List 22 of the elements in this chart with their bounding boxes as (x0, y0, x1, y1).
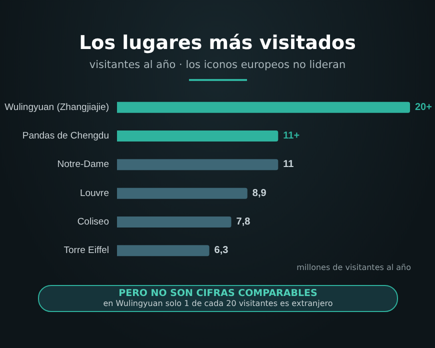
bar (117, 245, 210, 256)
y-tick-label: Notre-Dame (57, 159, 109, 170)
y-tick-label: Torre Eiffel (64, 245, 109, 256)
data-label: 11+ (283, 130, 300, 142)
y-tick-label: Coliseo (77, 216, 109, 228)
data-label: 7,8 (236, 216, 251, 228)
bar (117, 159, 278, 170)
chart-subtitle: visitantes al año · los iconos europeos no lideran (88, 59, 347, 71)
bar (117, 102, 410, 113)
y-tick-label: Louvre (80, 188, 109, 199)
data-label: 11 (283, 159, 294, 170)
bar (117, 188, 248, 199)
data-label: 8,9 (252, 188, 267, 199)
chart-title: Los lugares más visitados (78, 32, 357, 54)
y-tick-label: Pandas de Chengdu (22, 130, 109, 142)
y-tick-label: Wulingyuan (Zhangjiajie) (4, 102, 109, 113)
data-label: 6,3 (214, 245, 229, 256)
annotation: millones de visitantes al año (296, 263, 411, 272)
bar (117, 130, 278, 142)
callout-box: PERO NO SON CIFRAS COMPARABLES en Wulingyuan solo 1 de cada 20 visitantes es extranjero (38, 285, 398, 312)
bar (117, 216, 232, 228)
data-label: 20+ (415, 102, 432, 113)
